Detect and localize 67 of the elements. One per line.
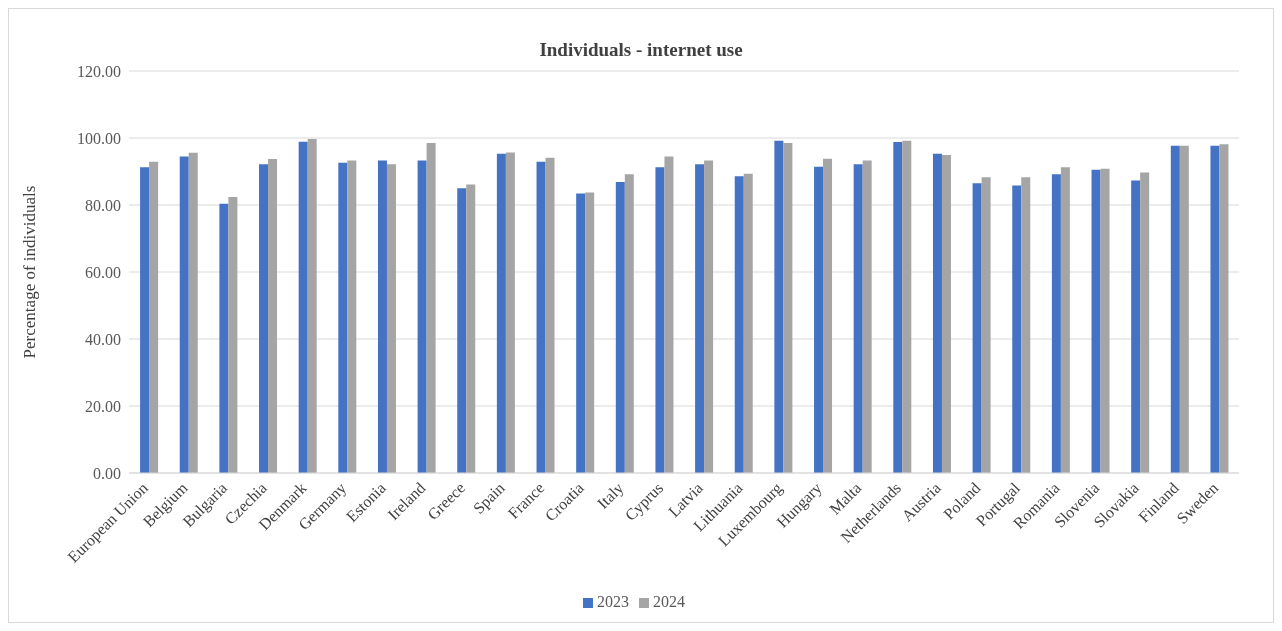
bar [1140, 172, 1150, 473]
bar [615, 181, 625, 473]
bar [1210, 145, 1220, 473]
y-axis-title: Percentage of individuals [20, 185, 40, 359]
bar [219, 203, 229, 473]
bar [932, 153, 942, 473]
bar [536, 161, 546, 473]
bar [1179, 145, 1189, 473]
bar [298, 141, 308, 473]
bar [981, 177, 991, 473]
bar [505, 152, 515, 473]
bar [1021, 177, 1031, 473]
bar [704, 160, 714, 473]
bar [466, 184, 476, 473]
y-tick-label: 40.00 [85, 330, 121, 348]
bar [783, 143, 793, 473]
bar [1100, 168, 1110, 473]
bar [457, 188, 467, 473]
bar [893, 142, 903, 473]
bar [814, 166, 824, 473]
bar [823, 158, 833, 473]
y-tick-label: 60.00 [85, 263, 121, 281]
bar [743, 173, 753, 473]
bar [417, 160, 427, 473]
bar [624, 174, 634, 473]
bar [268, 159, 278, 473]
y-tick-label: 0.00 [93, 464, 121, 482]
bar [1060, 167, 1070, 473]
bar [941, 155, 951, 473]
bar [307, 139, 317, 473]
bar [1219, 144, 1229, 473]
bar [188, 152, 198, 473]
bar [972, 183, 982, 473]
legend-label: 2023 [597, 593, 629, 610]
bar [347, 160, 357, 473]
bar [655, 167, 665, 473]
bar [377, 160, 387, 473]
bar [426, 143, 436, 473]
y-tick-label: 80.00 [85, 196, 121, 214]
bar [1091, 169, 1101, 473]
y-tick-label: 20.00 [85, 397, 121, 415]
y-tick-label: 100.00 [77, 129, 121, 147]
bar [386, 164, 396, 473]
y-tick-label: 120.00 [77, 62, 121, 80]
bar [496, 153, 506, 473]
bar [1170, 145, 1180, 473]
bar [774, 140, 784, 473]
legend-label: 2024 [653, 593, 685, 610]
bar [1012, 185, 1022, 473]
chart-title: Individuals - internet use [538, 38, 744, 61]
bar [179, 156, 189, 473]
bar [585, 192, 595, 473]
bar [228, 196, 238, 473]
bar [545, 157, 555, 473]
bar [853, 164, 863, 473]
bar [862, 160, 872, 473]
bar [1051, 174, 1061, 473]
bar [734, 176, 744, 473]
bar [1131, 180, 1141, 473]
bar [140, 167, 150, 473]
bar [338, 162, 348, 473]
bar [259, 164, 269, 473]
bar [149, 161, 159, 473]
bar [902, 140, 912, 473]
bar [664, 156, 674, 473]
bar [576, 193, 586, 473]
bar [695, 164, 705, 473]
